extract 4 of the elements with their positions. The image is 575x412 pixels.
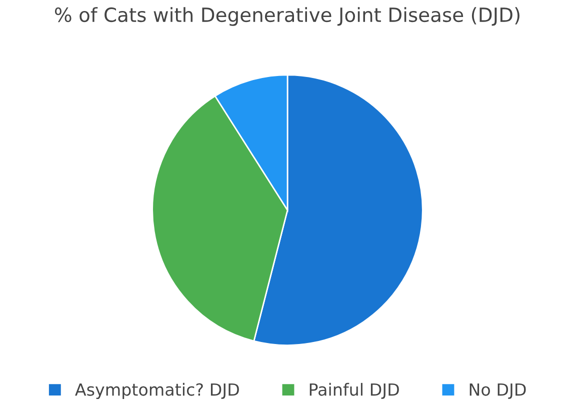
chart-title: % of Cats with Degenerative Joint Disease (DJD) — [54, 7, 520, 26]
legend-label: Painful DJD — [310, 382, 399, 399]
legend-label: No DJD — [470, 383, 526, 399]
legend-label: Asymptomatic? DJD — [75, 382, 239, 400]
